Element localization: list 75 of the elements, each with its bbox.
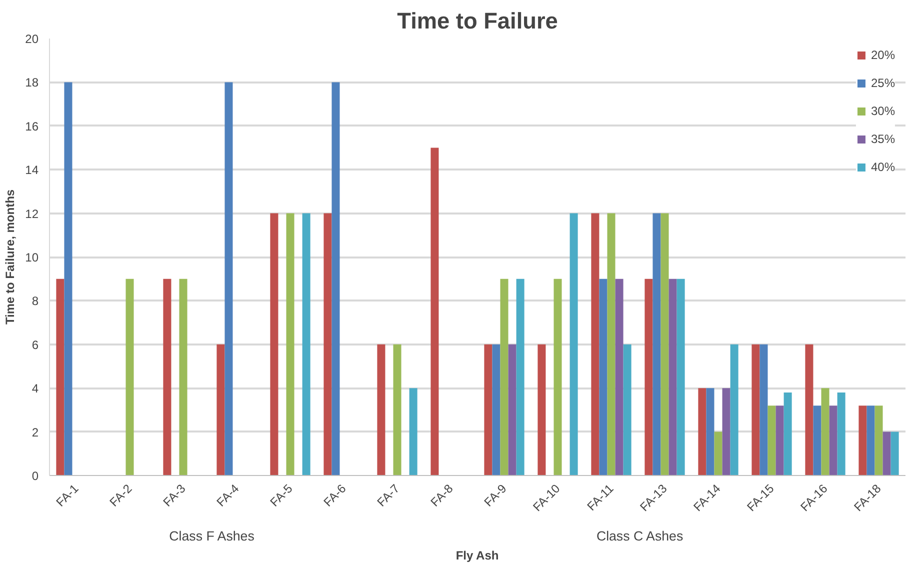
bar [163,278,172,476]
y-tick-label: 2 [32,425,39,440]
bar [179,278,188,476]
bar [56,278,64,476]
bar [805,344,814,476]
bar [615,278,624,476]
bar [393,344,402,476]
bar [668,278,677,476]
bar [409,388,418,476]
bar [760,344,768,476]
bar [623,344,632,476]
y-tick-label: 16 [25,119,39,134]
y-tick-label: 0 [32,469,39,483]
bar [829,406,838,476]
legend-label: 30% [870,104,895,118]
bar [752,344,760,476]
legend-label: 20% [870,48,895,62]
bar [508,344,516,476]
bar [874,406,883,476]
y-tick-label: 4 [32,382,39,396]
bar [660,213,669,476]
y-tick-label: 6 [32,338,39,352]
bar [837,392,846,476]
y-tick-label: 14 [25,163,39,178]
legend-label: 35% [870,132,895,146]
x-axis-title: Fly Ash [456,548,499,562]
bar [286,213,294,476]
bar [554,278,562,476]
bar [332,82,340,476]
bar [607,213,616,476]
legend-label: 25% [870,76,895,90]
legend-label: 40% [870,160,895,174]
bar [644,278,653,476]
bar [882,432,891,476]
bar [599,278,608,476]
bar [224,82,233,476]
bar [776,406,784,476]
y-tick-label: 12 [25,206,39,221]
text: Class C Ashes [596,528,684,544]
bar [890,432,899,476]
bar [706,388,714,476]
bar [813,406,822,476]
bar [430,148,439,476]
bar [714,432,722,476]
y-tick-label: 18 [25,76,39,90]
bar [216,344,225,476]
bar [591,213,600,476]
y-tick-label: 20 [25,32,39,46]
bar [516,278,524,476]
bar [484,344,492,476]
bar [270,213,278,476]
bar [377,344,386,476]
bar [64,82,72,476]
bar [768,406,776,476]
y-axis-title: Time to Failure, months [3,189,18,325]
bar [302,213,310,476]
bar [492,344,500,476]
bar [126,278,134,476]
bar [784,392,792,476]
y-tick-label: 10 [25,250,39,264]
bar [730,344,738,476]
bar [324,213,332,476]
bar [676,278,685,476]
chart-title: Time to Failure [397,8,558,34]
bar [866,406,875,476]
text: Class F Ashes [169,528,255,544]
bar [652,213,661,476]
bar [570,213,578,476]
bar [858,406,867,476]
bar [821,388,830,476]
bar [500,278,508,476]
y-tick-label: 8 [32,294,39,308]
bar [538,344,546,476]
bar [698,388,706,476]
bar [722,388,730,476]
